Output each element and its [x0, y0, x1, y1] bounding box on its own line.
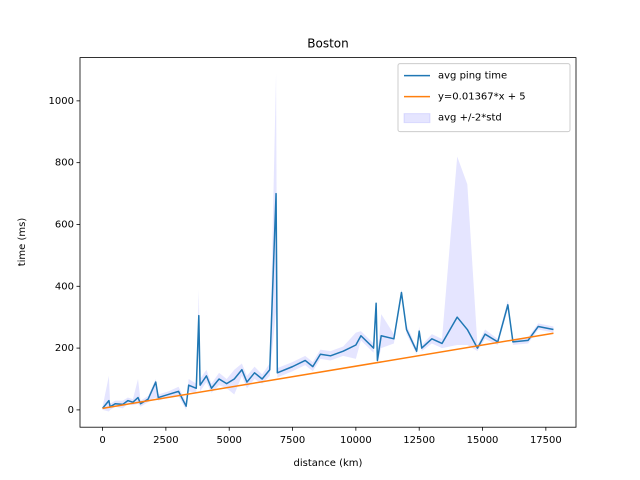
y-tick-label: 0	[68, 405, 74, 416]
x-axis-label: distance (km)	[294, 458, 363, 469]
legend-label: avg ping time	[438, 71, 507, 82]
legend-label: avg +/-2*std	[438, 113, 502, 124]
y-tick-label: 400	[55, 281, 74, 292]
legend-swatch	[403, 113, 431, 124]
x-tick-label: 10000	[340, 435, 372, 446]
std-band	[102, 73, 554, 412]
x-tick-label: 12500	[403, 435, 435, 446]
x-tick-label: 15000	[467, 435, 499, 446]
x-tick-label: 2500	[153, 435, 178, 446]
axes-frame	[79, 57, 577, 428]
x-tick-label: 7500	[280, 435, 305, 446]
y-tick-label: 800	[55, 158, 74, 169]
legend-label: y=0.01367*x + 5	[438, 92, 526, 103]
y-tick-label: 200	[55, 343, 74, 354]
legend: avg ping time y=0.01367*x + 5 avg +/-2*std	[397, 63, 571, 133]
line	[102, 332, 554, 410]
y-tick-label: 600	[55, 219, 74, 230]
series-group	[101, 73, 554, 412]
legend-box	[397, 63, 571, 133]
chart-title: Boston	[307, 37, 348, 51]
x-tick-label: 17500	[530, 435, 562, 446]
y-axis-label: time (ms)	[17, 218, 28, 267]
x-tick-label: 0	[99, 435, 105, 446]
y-tick-label: 1000	[49, 96, 74, 107]
x-tick-label: 5000	[216, 435, 241, 446]
line	[101, 192, 554, 409]
